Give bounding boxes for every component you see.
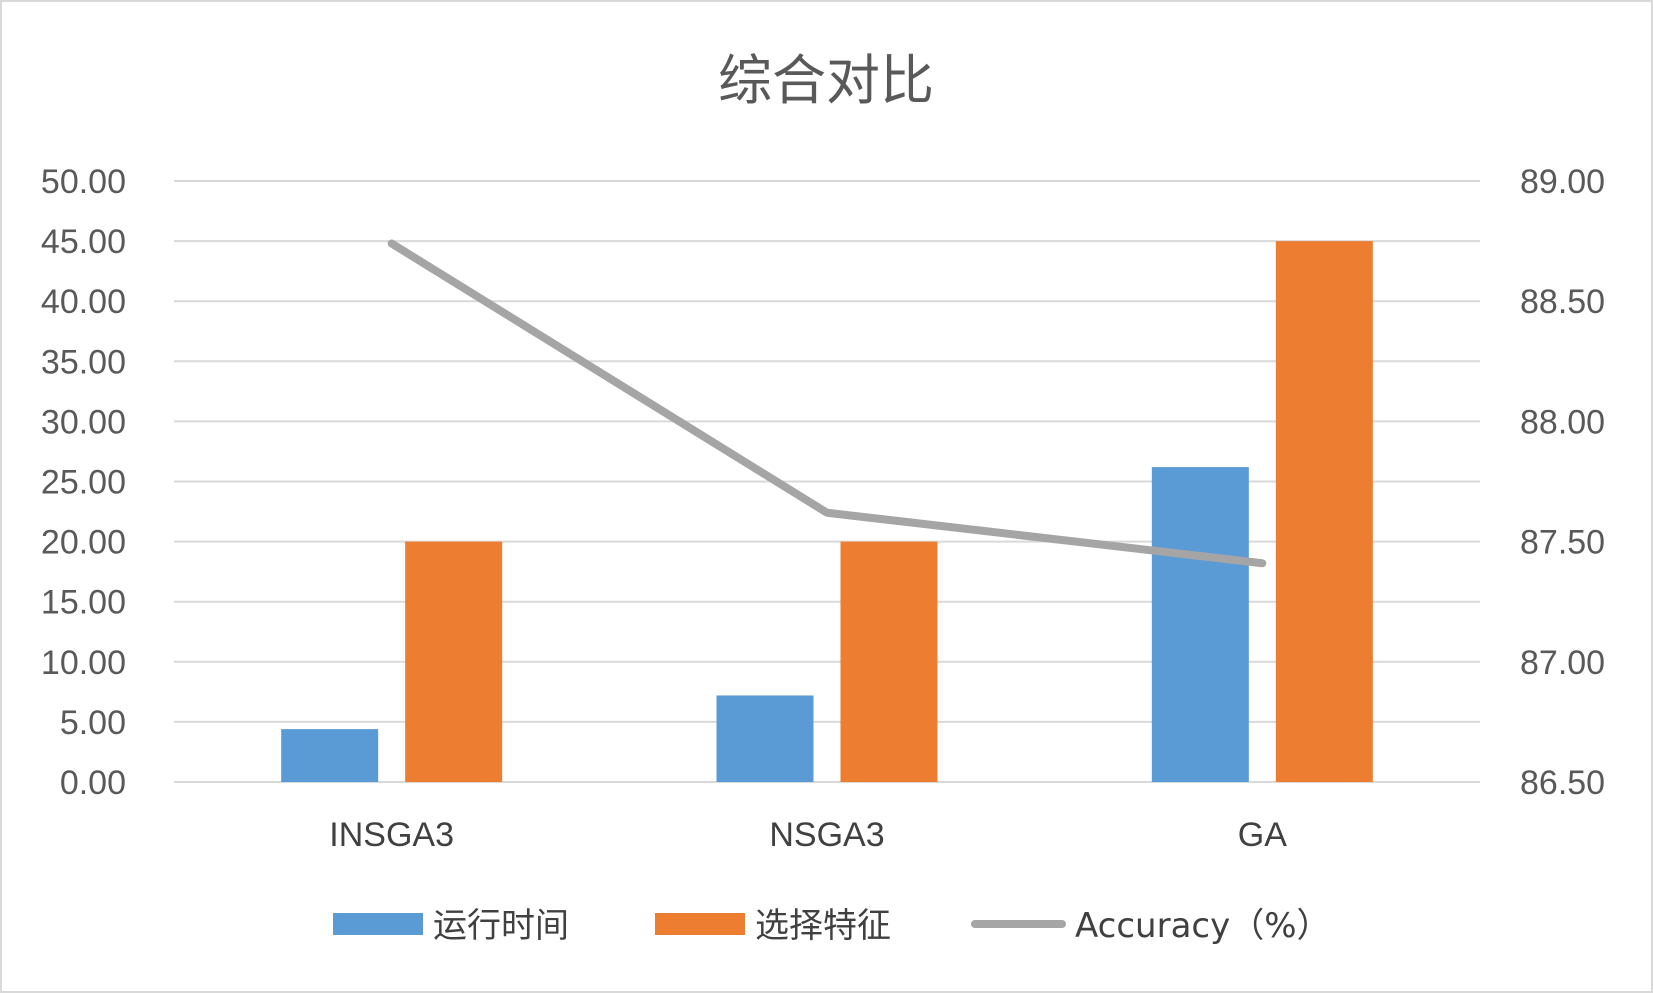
category-label: NSGA3: [769, 816, 884, 854]
accuracy-line[interactable]: [387, 239, 1267, 568]
category-labels: INSGA3 NSGA3 GA: [329, 816, 1287, 854]
bar-runtime[interactable]: [1151, 467, 1249, 782]
left-tick-label: 50.00: [41, 163, 126, 201]
left-tick-label: 40.00: [41, 283, 126, 321]
right-tick-label: 87.50: [1520, 524, 1605, 562]
bar-runtime[interactable]: [716, 695, 814, 782]
bars: [281, 241, 1373, 783]
bar-features[interactable]: [1275, 241, 1373, 783]
left-tick-label: 5.00: [60, 704, 126, 742]
legend-label[interactable]: Accuracy（%）: [1075, 906, 1331, 946]
right-tick-label: 89.00: [1520, 163, 1605, 201]
accuracy-line-layer: [387, 239, 1267, 568]
left-tick-label: 20.00: [41, 524, 126, 562]
right-tick-label: 87.00: [1520, 644, 1605, 682]
legend-swatch[interactable]: [333, 913, 423, 935]
bar-features[interactable]: [840, 541, 938, 782]
bar-runtime[interactable]: [281, 729, 379, 782]
left-tick-label: 30.00: [41, 403, 126, 441]
left-tick-label: 25.00: [41, 464, 126, 502]
right-tick-label: 88.50: [1520, 283, 1605, 321]
left-tick-label: 45.00: [41, 223, 126, 261]
right-axis-ticks: 86.50 87.00 87.50 88.00 88.50 89.00: [1520, 163, 1605, 802]
right-tick-label: 88.00: [1520, 403, 1605, 441]
legend[interactable]: 运行时间 选择特征 Accuracy（%）: [333, 906, 1331, 946]
left-tick-label: 35.00: [41, 343, 126, 381]
category-label: GA: [1238, 816, 1287, 854]
legend-swatch[interactable]: [655, 913, 745, 935]
gridlines: [174, 180, 1480, 783]
right-tick-label: 86.50: [1520, 764, 1605, 802]
legend-label[interactable]: 运行时间: [433, 906, 569, 946]
left-tick-label: 0.00: [60, 764, 126, 802]
left-tick-label: 10.00: [41, 644, 126, 682]
bar-features[interactable]: [405, 541, 503, 782]
chart-title: 综合对比: [718, 49, 934, 112]
left-tick-label: 15.00: [41, 584, 126, 622]
legend-label[interactable]: 选择特征: [755, 906, 891, 946]
category-label: INSGA3: [329, 816, 454, 854]
left-axis-ticks: 0.00 5.00 10.00 15.00 20.00 25.00 30.00 35.00 40…: [41, 163, 126, 802]
